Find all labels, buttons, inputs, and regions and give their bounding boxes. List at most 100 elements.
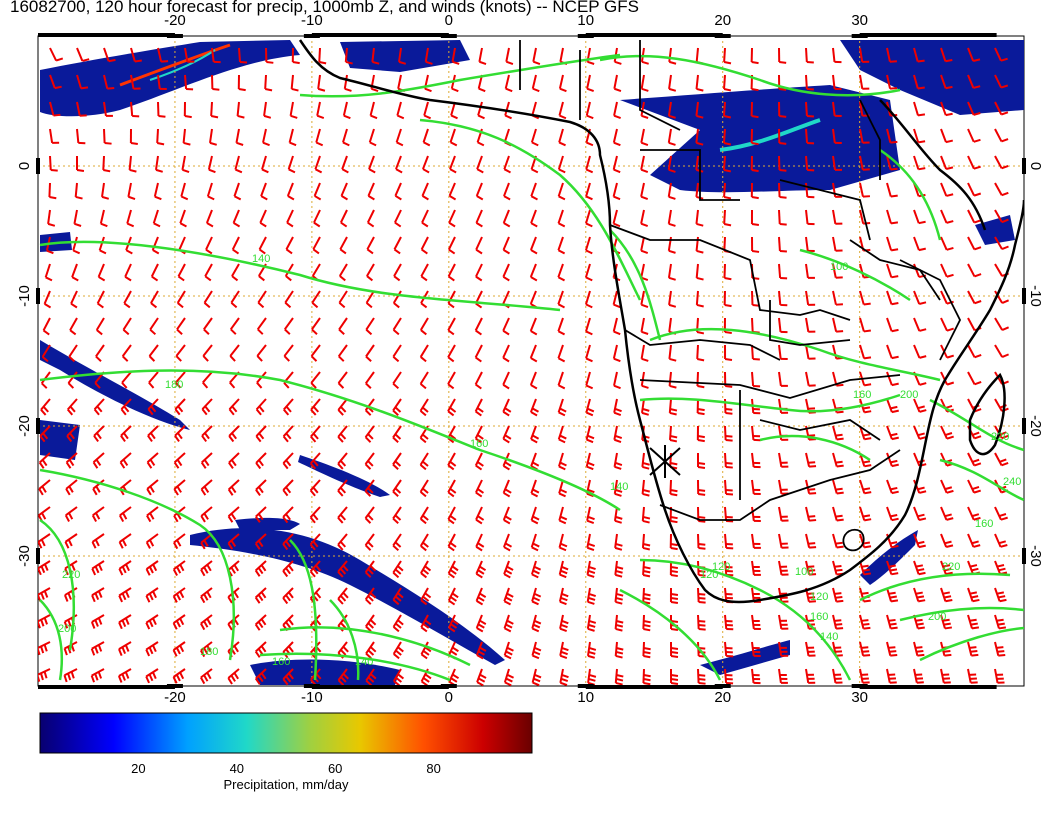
wind-barb: [557, 344, 564, 359]
wind-barb-feather: [172, 622, 178, 630]
wind-barb-feather: [70, 302, 78, 309]
wind-barb: [529, 290, 537, 305]
wind-barb-feather: [502, 356, 510, 363]
wind-barb-feather: [919, 355, 927, 359]
wind-barb-feather: [891, 301, 899, 306]
contour-label: 100: [830, 261, 848, 273]
wind-barb: [886, 479, 893, 494]
wind-barb: [447, 452, 456, 466]
wind-barb: [667, 263, 672, 278]
wind-barb: [832, 263, 837, 278]
wind-barb-feather: [1000, 84, 1009, 89]
wind-barb: [447, 479, 456, 493]
colorbar-tick-label: 20: [131, 761, 145, 776]
wind-barb-feather: [95, 355, 102, 362]
wind-barb-feather: [258, 459, 264, 467]
wind-barb-feather: [65, 488, 71, 496]
wind-barb: [230, 290, 240, 304]
wind-barb: [337, 452, 348, 465]
wind-barb: [994, 290, 1004, 304]
wind-barb-feather: [615, 573, 623, 578]
wind-barb-feather: [92, 488, 98, 496]
wind-barb-feather: [642, 515, 651, 520]
wind-barb: [176, 317, 186, 331]
wind-barb-feather: [919, 409, 927, 413]
wind-barb-feather: [395, 649, 402, 656]
wind-barb: [368, 155, 375, 170]
border: [769, 300, 851, 346]
wind-barb-feather: [337, 490, 344, 497]
wind-barb-feather: [475, 572, 483, 579]
wind-barb-feather: [40, 646, 45, 654]
wind-barb: [392, 425, 402, 439]
wind-barb: [859, 182, 864, 197]
station-cross-icon: [649, 445, 681, 478]
wind-barb-feather: [148, 566, 154, 574]
wind-barb-feather: [285, 405, 292, 413]
wind-barb-feather: [91, 568, 97, 576]
wind-barb-feather: [998, 513, 1007, 518]
wind-barb: [341, 155, 348, 170]
wind-barb-feather: [557, 357, 566, 363]
wind-barb: [420, 236, 429, 250]
wind-barb-feather: [942, 564, 951, 568]
wind-barb-feather: [46, 249, 54, 255]
wind-barb-feather: [613, 384, 621, 390]
wind-barb-feather: [64, 568, 69, 576]
wind-barb-feather: [449, 542, 457, 548]
wind-barb: [231, 263, 240, 277]
wind-barb-feather: [422, 650, 430, 656]
wind-barb: [181, 155, 186, 170]
wind-barb: [805, 290, 810, 305]
wind-barb-feather: [118, 514, 125, 523]
wind-barb-feather: [134, 59, 142, 63]
wind-barb-feather: [641, 303, 649, 308]
wind-barb: [913, 506, 921, 521]
wind-barb: [310, 398, 321, 411]
wind-barb: [148, 344, 159, 357]
wind-barb-feather: [945, 112, 953, 117]
wind-barb-feather: [586, 438, 594, 444]
wind-barb-feather: [422, 595, 430, 602]
wind-barb-feather: [836, 491, 844, 495]
wind-barb: [805, 236, 809, 252]
wind-barb-feather: [424, 619, 432, 626]
wind-barb-feather: [149, 485, 155, 493]
wind-barb-feather: [449, 569, 457, 575]
wind-barb: [967, 182, 975, 197]
wind-barb-feather: [392, 599, 400, 606]
wind-barb: [423, 101, 429, 116]
wind-barb-feather: [698, 489, 706, 492]
wind-barb: [206, 182, 213, 197]
wind-barb-feather: [230, 301, 238, 309]
wind-barb-feather: [364, 571, 372, 578]
wind-barb-feather: [723, 222, 732, 227]
wind-barb-feather: [973, 138, 981, 143]
wind-barb-feather: [587, 488, 595, 494]
wind-barb-feather: [283, 408, 290, 416]
wind-barb-feather: [53, 113, 61, 117]
wind-barb-feather: [117, 675, 123, 683]
wind-barb-feather: [205, 248, 213, 255]
wind-barb: [641, 452, 645, 468]
wind-barb: [287, 155, 294, 170]
wind-barb-feather: [227, 596, 233, 604]
wind-barb: [365, 344, 375, 358]
wind-barb-feather: [614, 407, 622, 413]
wind-barb-feather: [917, 540, 925, 545]
wind-barb-feather: [670, 647, 679, 650]
wind-barb-feather: [285, 275, 292, 282]
wind-barb-feather: [615, 515, 623, 520]
wind-barb: [364, 506, 375, 519]
wind-barb-feather: [479, 673, 487, 679]
wind-barb: [612, 182, 618, 197]
wind-barb: [940, 155, 948, 170]
wind-barb-feather: [1001, 191, 1009, 197]
wind-barb-feather: [63, 674, 68, 683]
wind-barb-feather: [586, 492, 594, 498]
wind-barb-feather: [420, 302, 428, 309]
wind-barb-feather: [504, 434, 512, 440]
wind-barb-feather: [670, 682, 679, 685]
wind-barb: [313, 209, 321, 224]
wind-barb-feather: [262, 141, 270, 147]
